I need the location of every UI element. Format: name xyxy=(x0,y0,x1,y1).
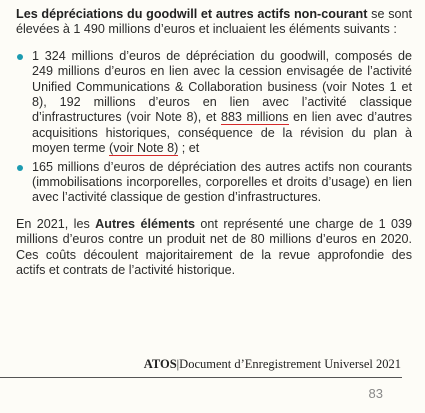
text: ont représenté une charge de 1 039 milli… xyxy=(16,216,412,278)
bold-text: Autres éléments xyxy=(95,216,196,231)
text: 1 324 millions d’euros de dépréciation d… xyxy=(32,48,412,125)
underlined-text: (voir Note 8) xyxy=(109,141,179,157)
paragraph: En 2021, les Autres éléments ont représe… xyxy=(16,217,412,279)
document: Les dépréciations du goodwill et autres … xyxy=(16,7,412,290)
heading-text: se sont élevées à 1 490 millions d’euros… xyxy=(16,7,412,37)
underlined-text: 883 millions xyxy=(220,110,289,126)
bullet: 165 millions d’euros de dépréciation des… xyxy=(16,160,412,206)
footer-title: Document d’Enregistrement Universel 2021 xyxy=(179,357,401,371)
footer-rule xyxy=(0,377,402,378)
footer: ATOS|Document d’Enregistrement Universel… xyxy=(144,357,401,372)
bullet: 1 324 millions d’euros de dépréciation d… xyxy=(16,49,412,157)
brand: ATOS xyxy=(143,357,177,371)
text: ; et xyxy=(178,141,200,156)
text: en lien avec d’autres acquisitions histo… xyxy=(32,110,413,156)
bullet-list: 1 324 millions d’euros de dépréciation d… xyxy=(16,49,412,206)
heading: Les dépréciations du goodwill et autres … xyxy=(16,7,412,38)
heading-bold: Les dépréciations du goodwill et autres … xyxy=(16,7,368,21)
text: 165 millions d’euros de dépréciation des… xyxy=(32,159,412,205)
text: En 2021, les xyxy=(16,216,96,231)
page-number: 83 xyxy=(368,386,383,401)
separator: | xyxy=(176,357,180,371)
